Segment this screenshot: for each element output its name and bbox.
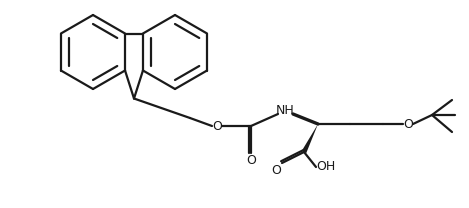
Text: O: O [403, 118, 413, 130]
Text: O: O [212, 120, 222, 132]
Text: NH: NH [276, 104, 295, 118]
Text: O: O [271, 163, 281, 177]
Text: OH: OH [317, 161, 336, 173]
Polygon shape [302, 124, 318, 153]
Text: O: O [246, 155, 256, 167]
